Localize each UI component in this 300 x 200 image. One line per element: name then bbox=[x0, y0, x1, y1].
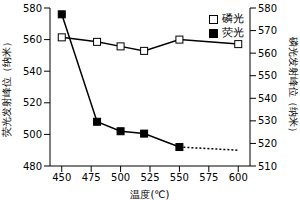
svg-text:550: 550 bbox=[170, 172, 189, 183]
svg-text:520: 520 bbox=[23, 97, 42, 108]
svg-text:525: 525 bbox=[140, 172, 159, 183]
svg-text:磷光发射峰位（纳米）: 磷光发射峰位（纳米） bbox=[288, 36, 292, 137]
svg-text:温度(℃): 温度(℃) bbox=[130, 189, 169, 200]
svg-text:510: 510 bbox=[258, 161, 277, 172]
svg-text:荧光发射峰位（纳米）: 荧光发射峰位（纳米） bbox=[8, 37, 12, 137]
svg-text:475: 475 bbox=[82, 172, 101, 183]
svg-text:560: 560 bbox=[23, 34, 42, 45]
svg-text:540: 540 bbox=[23, 66, 42, 77]
svg-text:600: 600 bbox=[229, 172, 248, 183]
svg-text:450: 450 bbox=[52, 172, 71, 183]
svg-text:480: 480 bbox=[23, 161, 42, 172]
svg-text:540: 540 bbox=[258, 93, 277, 104]
svg-text:500: 500 bbox=[111, 172, 130, 183]
svg-text:530: 530 bbox=[258, 115, 277, 126]
svg-text:550: 550 bbox=[258, 70, 277, 81]
svg-text:575: 575 bbox=[199, 172, 218, 183]
svg-text:580: 580 bbox=[258, 3, 277, 14]
svg-text:500: 500 bbox=[23, 129, 42, 140]
svg-text:580: 580 bbox=[23, 3, 42, 14]
svg-text:570: 570 bbox=[258, 25, 277, 36]
html-text:荧光: 荧光 bbox=[222, 26, 244, 39]
html-text:磷光: 磷光 bbox=[222, 12, 244, 25]
svg-text:560: 560 bbox=[258, 48, 277, 59]
svg-text:520: 520 bbox=[258, 138, 277, 149]
